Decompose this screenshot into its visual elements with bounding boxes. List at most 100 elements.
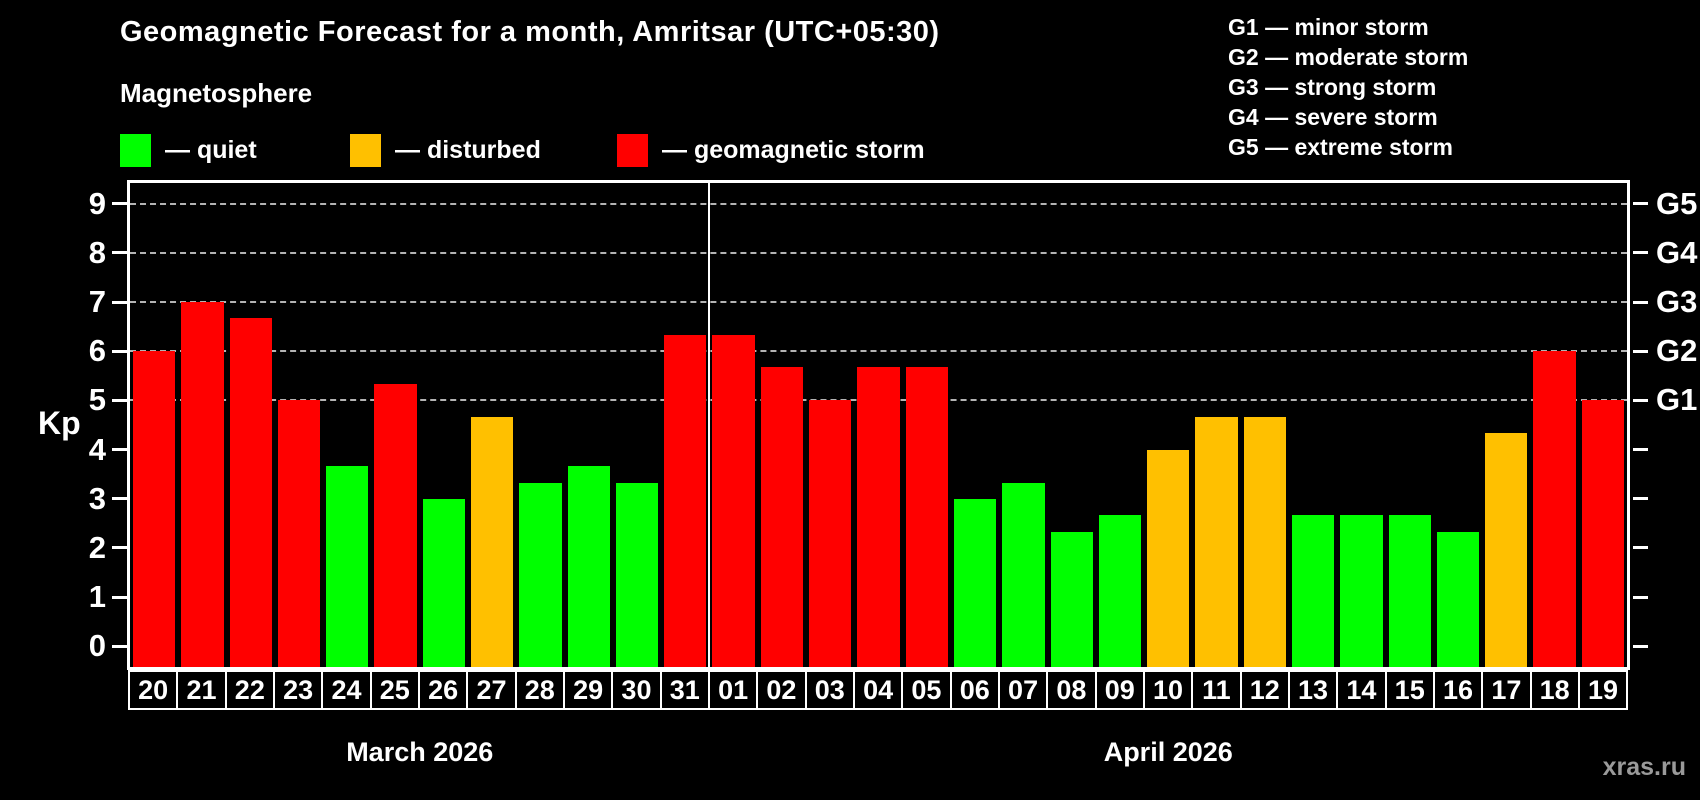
y-tick-label-9: 9 <box>88 185 106 221</box>
y-tick-right-4 <box>1633 448 1648 452</box>
day-label-07: 07 <box>997 670 1049 710</box>
bar-day-19 <box>1581 400 1624 667</box>
bar-day-16 <box>1436 531 1480 667</box>
y-tick-left-3 <box>112 497 127 501</box>
day-label-15: 15 <box>1384 670 1435 710</box>
bar-day-12 <box>1243 416 1286 667</box>
g-scale-label-g2: G2 <box>1656 333 1698 369</box>
watermark-link[interactable]: xras.ru <box>1602 753 1686 781</box>
bar-day-24 <box>326 465 369 667</box>
y-tick-right-9 <box>1633 202 1648 206</box>
y-tick-right-5 <box>1633 398 1648 402</box>
bar-day-01 <box>712 334 755 667</box>
bar-day-11 <box>1195 416 1238 667</box>
y-tick-label-2: 2 <box>88 529 106 565</box>
bar-day-29 <box>567 465 610 667</box>
y-tick-right-3 <box>1633 497 1648 501</box>
legend-item-quiet: — quiet <box>120 132 257 168</box>
bar-day-18 <box>1533 351 1576 667</box>
day-label-06: 06 <box>949 670 1000 710</box>
y-tick-label-8: 8 <box>88 234 106 270</box>
y-tick-label-0: 0 <box>88 628 106 664</box>
day-label-12: 12 <box>1239 670 1290 710</box>
day-label-04: 04 <box>852 670 904 710</box>
y-tick-left-2 <box>112 546 127 550</box>
y-tick-right-6 <box>1633 349 1648 353</box>
legend-label-disturbed: — disturbed <box>395 135 541 164</box>
g-legend-line-g3: G3 — strong storm <box>1228 74 1437 100</box>
legend-item-storm: — geomagnetic storm <box>617 132 925 168</box>
day-label-22: 22 <box>224 670 275 710</box>
y-tick-left-7 <box>112 300 127 304</box>
bar-day-07 <box>1002 482 1045 667</box>
quiet-color-swatch <box>120 133 151 167</box>
g-scale-label-g3: G3 <box>1656 284 1698 320</box>
day-label-28: 28 <box>514 670 565 710</box>
g-scale-label-g1: G1 <box>1656 382 1698 418</box>
grid-line-kp7 <box>130 301 1627 304</box>
day-label-26: 26 <box>417 670 469 710</box>
y-tick-left-9 <box>112 202 127 206</box>
y-tick-right-2 <box>1633 546 1648 550</box>
g-legend-line-g1: G1 — minor storm <box>1228 14 1429 40</box>
day-label-13: 13 <box>1287 670 1339 710</box>
day-label-20: 20 <box>128 670 179 710</box>
grid-line-kp6 <box>130 350 1627 353</box>
y-tick-label-1: 1 <box>88 579 106 615</box>
bar-day-23 <box>277 400 321 667</box>
page-title: Geomagnetic Forecast for a month, Amrits… <box>120 16 940 48</box>
bar-day-25 <box>374 384 417 667</box>
day-label-09: 09 <box>1094 670 1145 710</box>
bar-day-28 <box>519 482 562 667</box>
y-tick-right-0 <box>1633 644 1648 648</box>
g-legend-line-g4: G4 — severe storm <box>1228 104 1438 130</box>
y-tick-left-5 <box>112 398 127 402</box>
disturbed-color-swatch <box>350 133 381 167</box>
bar-day-05 <box>905 367 948 667</box>
month-label-march: March 2026 <box>346 737 494 767</box>
g-scale-label-g4: G4 <box>1656 234 1698 270</box>
day-label-10: 10 <box>1142 670 1194 710</box>
bar-day-27 <box>471 416 514 667</box>
y-tick-left-1 <box>112 595 127 599</box>
bar-day-06 <box>953 498 997 667</box>
day-label-24: 24 <box>321 670 372 710</box>
legend-item-disturbed: — disturbed <box>350 132 541 168</box>
day-labels-row: 20 21 22 23 24 25 26 27 28 29 30 31 01 02 03 04 05 06 07 08… <box>128 670 1629 710</box>
day-label-21: 21 <box>176 670 227 710</box>
day-label-30: 30 <box>611 670 662 710</box>
y-tick-right-1 <box>1633 595 1648 599</box>
bar-day-14 <box>1340 515 1383 667</box>
bar-day-02 <box>760 367 804 667</box>
bar-day-08 <box>1050 531 1093 667</box>
y-axis-label: Kp <box>38 405 81 441</box>
bar-day-09 <box>1098 515 1142 667</box>
chart-subtitle: Magnetosphere <box>120 78 313 108</box>
y-tick-label-4: 4 <box>88 431 106 467</box>
bar-day-17 <box>1485 433 1528 667</box>
day-label-23: 23 <box>272 670 324 710</box>
y-tick-left-0 <box>112 644 127 648</box>
bar-day-26 <box>422 498 466 667</box>
day-label-31: 31 <box>659 670 710 710</box>
day-label-14: 14 <box>1336 670 1387 710</box>
g-scale-label-g5: G5 <box>1656 185 1698 221</box>
day-label-03: 03 <box>804 670 855 710</box>
g-scale-legend: G1 — minor storm G2 — moderate storm G3 … <box>1228 12 1468 162</box>
day-label-01: 01 <box>707 670 759 710</box>
legend-label-quiet: — quiet <box>165 135 257 164</box>
grid-line-kp9 <box>130 202 1627 205</box>
bar-day-31 <box>664 334 707 667</box>
bar-day-10 <box>1147 449 1190 667</box>
bar-day-21 <box>181 302 224 667</box>
y-tick-label-3: 3 <box>88 480 106 516</box>
day-label-27: 27 <box>466 670 517 710</box>
bar-day-03 <box>809 400 852 667</box>
bar-day-22 <box>229 318 272 667</box>
g-legend-line-g2: G2 — moderate storm <box>1228 44 1469 70</box>
bar-day-15 <box>1388 515 1431 667</box>
day-label-05: 05 <box>901 670 952 710</box>
y-tick-right-8 <box>1633 251 1648 255</box>
day-label-17: 17 <box>1481 670 1532 710</box>
y-tick-label-6: 6 <box>88 333 106 369</box>
